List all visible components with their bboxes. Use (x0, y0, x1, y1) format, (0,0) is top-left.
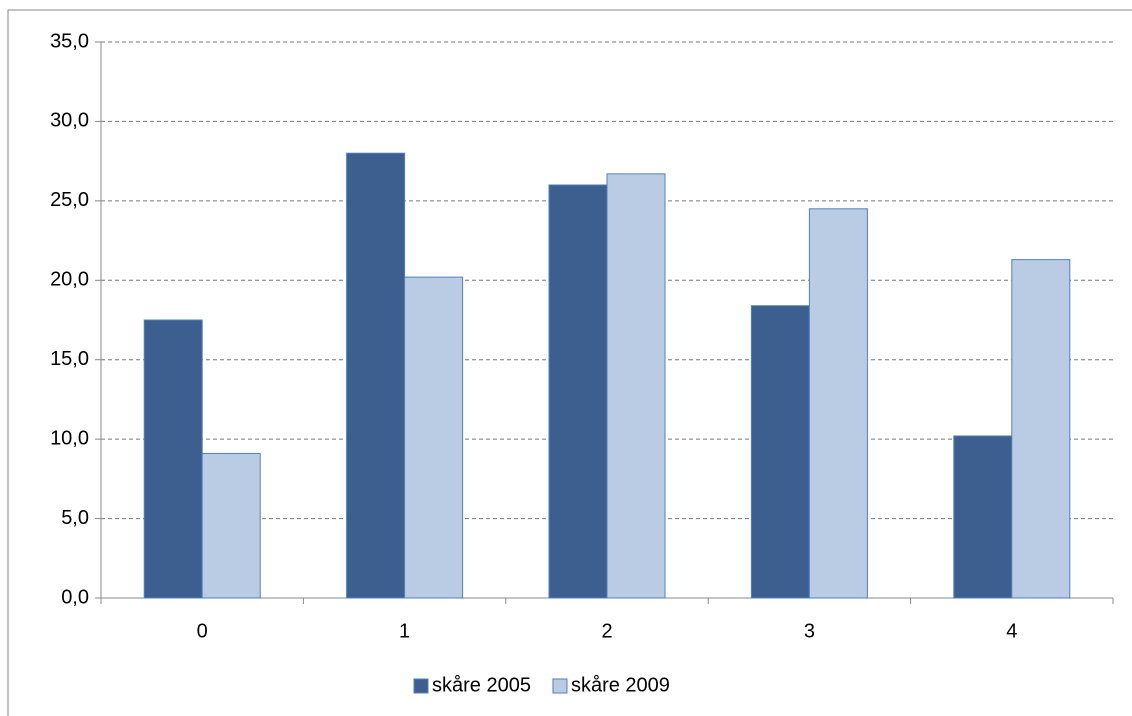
x-tick-label: 1 (399, 620, 410, 642)
chart-frame (7, 9, 1132, 716)
y-tick-label: 30,0 (50, 110, 89, 132)
bar (201, 452, 261, 599)
legend-swatch (413, 678, 429, 694)
bar (953, 435, 1013, 599)
bar (548, 184, 608, 599)
y-tick-label: 35,0 (50, 30, 89, 52)
x-tick-label: 2 (601, 620, 612, 642)
x-tick-label: 3 (804, 620, 815, 642)
bar (404, 276, 464, 599)
bar (808, 208, 868, 599)
legend-swatch (552, 678, 568, 694)
y-tick-label: 5,0 (61, 507, 89, 529)
bar (346, 152, 406, 599)
y-tick-label: 25,0 (50, 189, 89, 211)
x-tick-label: 4 (1006, 620, 1017, 642)
legend-label: skåre 2009 (571, 674, 670, 696)
bar (606, 173, 666, 599)
x-tick-label: 0 (197, 620, 208, 642)
bar (143, 319, 203, 599)
y-tick-label: 10,0 (50, 427, 89, 449)
y-tick-label: 0,0 (61, 586, 89, 608)
legend-label: skåre 2005 (432, 674, 531, 696)
bar (750, 305, 810, 599)
bar (1011, 259, 1071, 599)
y-tick-label: 20,0 (50, 269, 89, 291)
y-tick-label: 15,0 (50, 348, 89, 370)
